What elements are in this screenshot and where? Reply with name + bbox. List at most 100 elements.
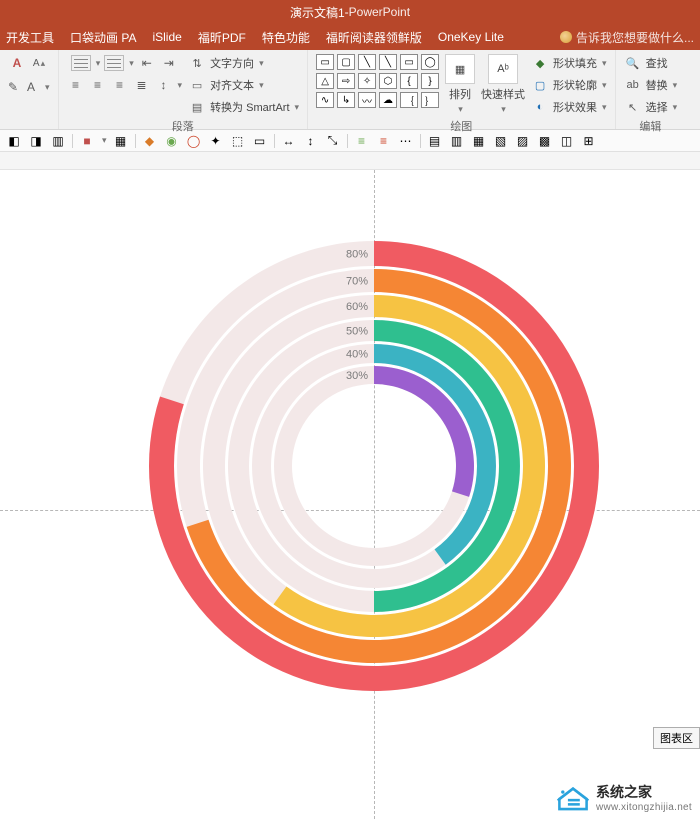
svg-text:50%: 50% [346,326,368,338]
addon-icon-22[interactable]: ▨ [515,133,531,149]
addon-icon-3[interactable]: ▥ [50,133,66,149]
shape-fill-button[interactable]: ◆形状填充▾ [531,54,607,72]
replace-icon: ab [624,76,642,94]
addon-icon-16[interactable]: ≡ [376,133,392,149]
document-title: 演示文稿1 [290,4,345,21]
addon-icon-2[interactable]: ◨ [28,133,44,149]
chevron-down-icon[interactable]: ▾ [45,82,50,93]
addon-icon-25[interactable]: ⊞ [581,133,597,149]
addon-icon-13[interactable]: ↕ [303,133,319,149]
shape-conn-icon[interactable]: ↳ [337,92,355,108]
tab-foxitreader[interactable]: 福昕阅读器领鲜版 [326,29,422,46]
watermark-title: 系统之家 [596,782,692,802]
svg-text:60%: 60% [346,301,368,313]
addon-icon-7[interactable]: ◉ [164,133,180,149]
shape-hex-icon[interactable]: ⬡ [379,73,397,89]
select-button[interactable]: ↖选择▾ [624,98,678,116]
addon-icon-21[interactable]: ▧ [493,133,509,149]
app-name: PowerPoint [349,5,410,19]
addon-icon-9[interactable]: ✦ [208,133,224,149]
chart-area-button[interactable]: 图表区 [653,727,700,749]
ribbon: A A▴ ✎ A ▾ ▾ ▾ ⇤ ⇥ ≡ ≡ [0,50,700,130]
addon-icon-12[interactable]: ↔ [281,133,297,149]
arrange-button[interactable]: ▦ 排列▾ [445,54,475,115]
shape-lb-icon[interactable]: { [400,73,418,89]
font-style-icon[interactable]: A [22,78,40,96]
find-button[interactable]: 🔍查找 [624,54,678,72]
tab-islide[interactable]: iSlide [152,30,181,44]
addon-icon-18[interactable]: ▤ [427,133,443,149]
addon-icon-19[interactable]: ▥ [449,133,465,149]
shape-rect2-icon[interactable]: ▭ [400,54,418,70]
shape-arrow-icon[interactable]: ⇨ [337,73,355,89]
shape-rb-icon[interactable]: } [421,73,439,89]
svg-text:80%: 80% [346,249,368,261]
shape-lb2-icon[interactable]: ｛ [400,92,418,108]
shape-outline-icon: ▢ [531,76,549,94]
convert-smartart-button[interactable]: ▤转换为 SmartArt▾ [188,98,299,116]
addon-color-icon[interactable]: ■ [79,133,95,149]
addon-icon-6[interactable]: ◆ [142,133,158,149]
addon-icon-17[interactable]: ⋯ [398,133,414,149]
shape-rb2-icon[interactable]: ｝ [421,92,439,108]
shape-rect-icon[interactable]: ▭ [316,54,334,70]
addon-icon-8[interactable]: ◯ [186,133,202,149]
shape-curve-icon[interactable]: ∿ [316,92,334,108]
addon-icon-23[interactable]: ▩ [537,133,553,149]
shape-outline-button[interactable]: ▢形状轮廓▾ [531,76,607,94]
shape-tri-icon[interactable]: △ [316,73,334,89]
watermark-logo-icon [556,783,590,813]
shape-free-icon[interactable]: 〰 [358,92,376,108]
shape-rrect-icon[interactable]: ▢ [337,54,355,70]
tab-devtools[interactable]: 开发工具 [6,29,54,46]
addon-icon-11[interactable]: ▭ [252,133,268,149]
shape-line2-icon[interactable]: ╲ [379,54,397,70]
arrange-icon: ▦ [445,54,475,84]
align-right-icon[interactable]: ≡ [111,76,129,94]
shape-line-icon[interactable]: ╲ [358,54,376,70]
addon-icon-24[interactable]: ◫ [559,133,575,149]
tab-pocketanim[interactable]: 口袋动画 PA [70,29,136,46]
shape-effects-icon: ◐ [531,98,549,116]
addon-icon-1[interactable]: ◧ [6,133,22,149]
addon-palette-icon[interactable]: ▦ [113,133,129,149]
radial-chart[interactable]: 80%70%60%50%40%30% [124,216,624,716]
align-left-icon[interactable]: ≡ [67,76,85,94]
tab-features[interactable]: 特色功能 [262,29,310,46]
indent-left-icon[interactable]: ⇤ [138,54,156,72]
text-direction-button[interactable]: ⇅文字方向▾ [188,54,299,72]
line-spacing-icon[interactable]: ↕ [155,76,173,94]
quickstyles-button[interactable]: Aᵇ 快速样式▾ [481,54,525,115]
watermark-url: www.xitongzhijia.net [596,802,692,813]
smartart-icon: ▤ [188,98,206,116]
shape-star-icon[interactable]: ✧ [358,73,376,89]
bullets-icon[interactable] [71,55,91,71]
align-center-icon[interactable]: ≡ [89,76,107,94]
addon-icon-15[interactable]: ≡ [354,133,370,149]
slide-canvas[interactable]: 80%70%60%50%40%30% 图表区 系统之家 www.xitongzh… [0,152,700,819]
tell-me-placeholder: 告诉我您想要做什么... [576,29,694,46]
addon-icon-20[interactable]: ▦ [471,133,487,149]
addon-icon-14[interactable]: ⤡ [325,133,341,149]
group-paragraph: ▾ ▾ ⇤ ⇥ ≡ ≡ ≡ ≣ ↕▾ ⇅文字方向▾ ▭对齐文本▾ ▤转换为 Sm… [59,50,309,129]
font-color-icon[interactable]: A [8,54,26,72]
tab-foxitpdf[interactable]: 福昕PDF [198,29,246,46]
horizontal-ruler [0,152,700,170]
replace-button[interactable]: ab替换▾ [624,76,678,94]
shape-oval-icon[interactable]: ◯ [421,54,439,70]
align-justify-icon[interactable]: ≣ [133,76,151,94]
numbering-icon[interactable] [104,55,124,71]
shapes-gallery[interactable]: ▭ ▢ ╲ ╲ ▭ ◯ △ ⇨ ✧ ⬡ { } ∿ ↳ 〰 ☁ ｛ ｝ [316,54,439,108]
addon-icon-10[interactable]: ⬚ [230,133,246,149]
align-text-button[interactable]: ▭对齐文本▾ [188,76,299,94]
shape-effects-button[interactable]: ◐形状效果▾ [531,98,607,116]
tell-me-search[interactable]: 告诉我您想要做什么... [560,29,694,46]
font-grow-icon[interactable]: A▴ [30,54,48,72]
shape-cloud-icon[interactable]: ☁ [379,92,397,108]
ribbon-tabs: 开发工具 口袋动画 PA iSlide 福昕PDF 特色功能 福昕阅读器领鲜版 … [0,24,700,50]
clear-icon[interactable]: ✎ [8,78,18,96]
svg-text:70%: 70% [346,276,368,288]
indent-right-icon[interactable]: ⇥ [160,54,178,72]
tab-onekeylite[interactable]: OneKey Lite [438,30,504,44]
shape-fill-icon: ◆ [531,54,549,72]
